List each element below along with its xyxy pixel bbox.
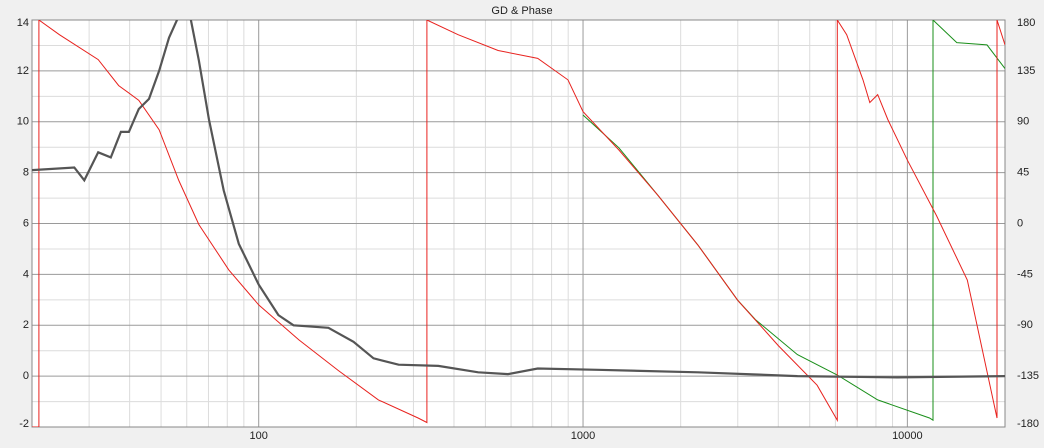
series-group: [32, 20, 1005, 427]
y-tick-label: 2: [23, 319, 29, 331]
plot-border: [31, 19, 1006, 428]
y2-tick-label: 135: [1017, 65, 1035, 77]
y2-tick-label: -180: [1017, 418, 1039, 430]
y-tick-label: 6: [23, 217, 29, 229]
y2-tick-label: 0: [1017, 217, 1023, 229]
y2-tick-label: -45: [1017, 268, 1033, 280]
x-tick-label: 100: [250, 430, 268, 442]
y-tick-label: 0: [23, 370, 29, 382]
y-tick-label: 8: [23, 167, 29, 179]
y-tick-label: 4: [23, 268, 29, 280]
y-tick-label: 12: [17, 65, 29, 77]
series-line: [32, 20, 1005, 379]
y2-tick-label: -135: [1017, 370, 1039, 382]
y2-tick-label: 90: [1017, 116, 1029, 128]
x-tick-label: 10000: [892, 430, 923, 442]
y-tick-label: 10: [17, 116, 29, 128]
chart-title: GD & Phase: [491, 5, 552, 17]
y2-tick-label: -90: [1017, 319, 1033, 331]
y2-tick-label: 45: [1017, 167, 1029, 179]
series-line: [32, 20, 1005, 427]
y-tick-label: -2: [19, 418, 29, 430]
x-tick-label: 1000: [571, 430, 595, 442]
y2-tick-label: 180: [1017, 17, 1035, 29]
y-tick-label: 14: [17, 17, 29, 29]
